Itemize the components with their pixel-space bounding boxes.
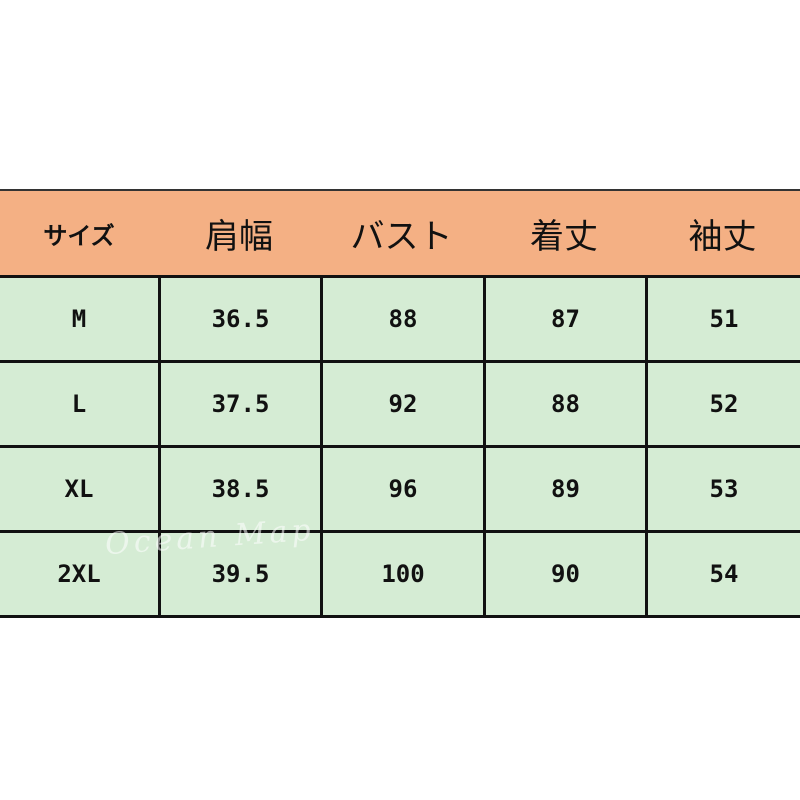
cell: 87 — [483, 278, 645, 360]
cell: 37.5 — [158, 363, 320, 445]
cell: 92 — [320, 363, 483, 445]
table-row: XL 38.5 96 89 53 — [0, 448, 800, 533]
header-size: サイズ — [43, 220, 115, 250]
size-table: サイズ 肩幅 バスト 着丈 袖丈 M 36.5 88 87 51 L 37.5 92 88 52… — [0, 189, 800, 618]
header-length: 着丈 — [530, 216, 598, 257]
header-shoulder: 肩幅 — [205, 216, 273, 257]
cell: M — [71, 305, 87, 333]
cell: 89 — [483, 448, 645, 530]
header-sleeve: 袖丈 — [688, 216, 757, 257]
cell: 88 — [320, 278, 483, 360]
cell: 51 — [645, 278, 800, 360]
header-bust: バスト — [350, 216, 453, 257]
cell: 100 — [320, 533, 483, 615]
table-header: サイズ 肩幅 バスト 着丈 袖丈 — [0, 189, 800, 278]
cell: 2XL — [57, 560, 101, 588]
cell: 88 — [483, 363, 645, 445]
cell: 52 — [645, 363, 800, 445]
cell: L — [71, 390, 87, 418]
cell: 36.5 — [158, 278, 320, 360]
cell: 54 — [645, 533, 800, 615]
cell: 96 — [320, 448, 483, 530]
table-row: L 37.5 92 88 52 — [0, 363, 800, 448]
cell: XL — [64, 475, 94, 503]
cell: 39.5 — [158, 533, 320, 615]
cell: 90 — [483, 533, 645, 615]
table-row: 2XL 39.5 100 90 54 — [0, 533, 800, 618]
table-row: M 36.5 88 87 51 — [0, 278, 800, 363]
cell: 38.5 — [158, 448, 320, 530]
cell: 53 — [645, 448, 800, 530]
